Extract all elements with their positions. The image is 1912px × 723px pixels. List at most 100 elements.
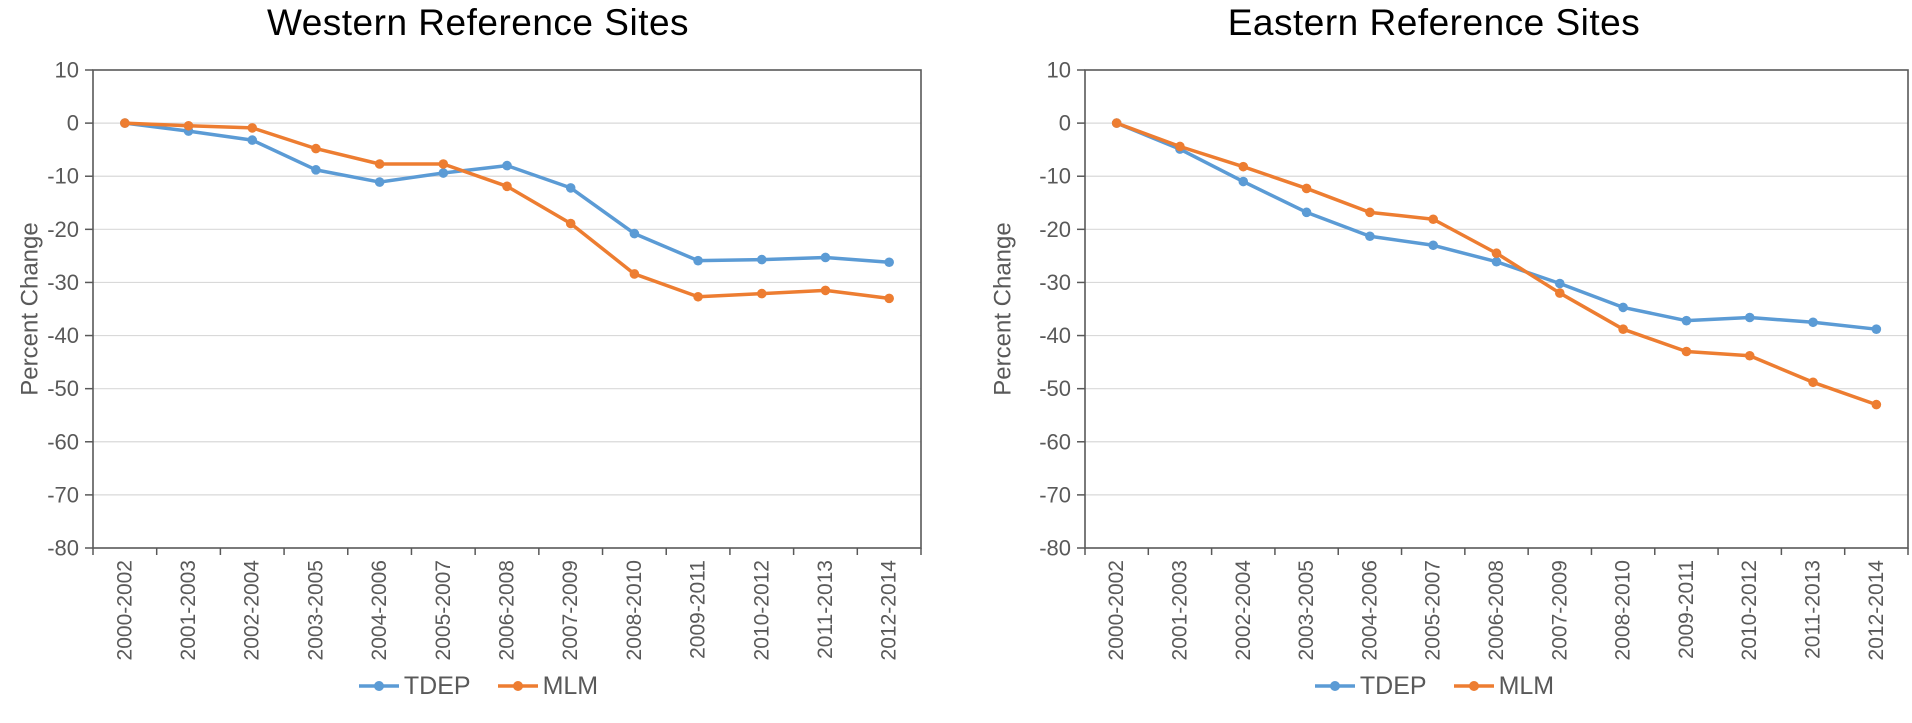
mlm-data-point xyxy=(1871,399,1882,410)
y-tick-label: -50 xyxy=(1039,376,1071,401)
mlm-data-point xyxy=(247,123,258,133)
y-tick-label: 10 xyxy=(55,58,79,83)
legend-label-tdep: TDEP xyxy=(403,671,471,700)
y-tick-label: -10 xyxy=(47,164,79,189)
chart-title: Western Reference Sites xyxy=(266,2,690,43)
legend-item-mlm: MLM xyxy=(497,671,599,701)
x-tick-label: 2006-2008 xyxy=(1485,560,1508,660)
legend-item-mlm: MLM xyxy=(1453,671,1555,701)
plot-border xyxy=(1084,69,1909,549)
mlm-data-point xyxy=(565,218,576,229)
tdep-data-point xyxy=(502,160,512,171)
x-tick-label: 2000-2002 xyxy=(113,560,136,660)
mlm-data-point xyxy=(311,143,321,154)
legend-label-tdep: TDEP xyxy=(1359,671,1427,700)
mlm-data-point xyxy=(438,159,449,169)
mlm-data-point xyxy=(1238,161,1249,172)
mlm-data-point xyxy=(183,120,194,131)
mlm-data-point xyxy=(374,159,385,169)
legend: TDEP MLM xyxy=(956,668,1912,704)
x-tick-label: 2011-2013 xyxy=(814,560,837,659)
x-tick-label: 2008-2010 xyxy=(623,560,646,660)
y-tick-label: -30 xyxy=(1039,270,1071,295)
mlm-data-point xyxy=(1491,248,1502,259)
gridlines xyxy=(93,122,921,496)
mlm-data-point xyxy=(1681,346,1692,357)
y-tick-label: -80 xyxy=(1039,536,1071,561)
tdep-data-point xyxy=(1365,231,1375,242)
x-tick-label: 2000-2002 xyxy=(1105,560,1128,660)
tdep-data-point xyxy=(1744,312,1755,323)
tdep-data-point xyxy=(629,228,640,239)
mlm-data-point xyxy=(1111,118,1122,128)
y-tick-label: -40 xyxy=(1039,323,1071,348)
mlm-data-point xyxy=(1175,141,1185,152)
x-tick-label: 2003-2005 xyxy=(304,560,327,660)
y-axis-title: Percent Change xyxy=(990,222,1017,395)
y-tick-label: -30 xyxy=(47,270,79,295)
chart-title: Eastern Reference Sites xyxy=(1227,2,1641,43)
mlm-data-point xyxy=(1744,350,1755,361)
x-tick-label: 2004-2006 xyxy=(1358,560,1381,660)
x-tick-label: 2002-2004 xyxy=(241,560,264,661)
x-tick-label: 2001-2003 xyxy=(1168,560,1191,660)
x-tick-label: 2002-2004 xyxy=(1232,560,1255,661)
western-sites-chart: Western Reference Sites 10 0 -10 -20 -30 -40 -… xyxy=(0,2,956,704)
x-tick-label: 2010-2012 xyxy=(1738,560,1761,660)
y-tick-label: 0 xyxy=(1059,111,1071,136)
tdep-series xyxy=(1111,118,1882,334)
tdep-line-marker-icon xyxy=(1314,681,1355,691)
x-tick-label: 2007-2009 xyxy=(1548,560,1571,660)
x-tick-label: 2005-2007 xyxy=(432,560,455,660)
tdep-data-point xyxy=(884,257,894,268)
y-tick-label: -70 xyxy=(1039,482,1071,507)
tdep-data-point xyxy=(1555,278,1565,289)
mlm-data-point xyxy=(1808,377,1818,388)
y-axis: 10 0 -10 -20 -30 -40 -50 -60 -70 -80 xyxy=(1039,58,1085,561)
legend-item-tdep: TDEP xyxy=(1314,672,1427,701)
legend-label-mlm: MLM xyxy=(1498,671,1555,700)
x-tick-label: 2006-2008 xyxy=(496,560,519,660)
plot-area: 10 0 -10 -20 -30 -40 -50 -60 -70 -80 Percent Chang… xyxy=(990,58,1909,661)
gridlines xyxy=(1085,122,1908,496)
tdep-data-point xyxy=(1491,256,1502,267)
y-tick-label: -10 xyxy=(1039,164,1071,189)
tdep-data-point xyxy=(693,255,703,266)
mlm-data-point xyxy=(1365,207,1375,218)
x-tick-label: 2004-2006 xyxy=(368,560,391,660)
legend-label-mlm: MLM xyxy=(542,671,599,700)
plot-area: 10 0 -10 -20 -30 -40 -50 -60 -70 -80 Percent Chang… xyxy=(17,58,922,661)
tdep-line-marker-icon xyxy=(358,681,399,691)
x-tick-label: 2010-2012 xyxy=(750,560,773,660)
x-tick-label: 2007-2009 xyxy=(559,560,582,660)
mlm-data-point xyxy=(820,285,831,296)
y-axis-title: Percent Change xyxy=(17,222,44,395)
tdep-series xyxy=(120,118,894,268)
tdep-series-line xyxy=(1114,121,1879,331)
mlm-data-point xyxy=(693,291,703,302)
x-tick-label: 2001-2003 xyxy=(177,560,200,660)
y-tick-label: -80 xyxy=(47,536,79,561)
x-tick-label: 2009-2011 xyxy=(1675,560,1698,659)
x-tick-label: 2009-2011 xyxy=(687,560,710,659)
x-tick-label: 2011-2013 xyxy=(1802,560,1825,659)
x-tick-label: 2003-2005 xyxy=(1295,560,1318,660)
mlm-series xyxy=(1111,118,1882,410)
y-tick-label: 10 xyxy=(1047,58,1071,83)
y-tick-label: -60 xyxy=(47,429,79,454)
x-tick-label: 2008-2010 xyxy=(1612,560,1635,660)
plot-border xyxy=(92,69,922,549)
tdep-data-point xyxy=(311,165,321,175)
mlm-data-point xyxy=(756,288,767,299)
legend: TDEP MLM xyxy=(0,668,956,704)
legend-item-tdep: TDEP xyxy=(358,672,471,701)
mlm-data-point xyxy=(1301,183,1312,194)
tdep-data-point xyxy=(756,254,767,265)
y-tick-label: -70 xyxy=(47,482,79,507)
mlm-series xyxy=(120,118,894,304)
tdep-data-point xyxy=(1618,302,1628,313)
x-tick-label: 2012-2014 xyxy=(1865,560,1888,661)
tdep-data-point xyxy=(247,135,258,145)
mlm-data-point xyxy=(629,269,640,279)
